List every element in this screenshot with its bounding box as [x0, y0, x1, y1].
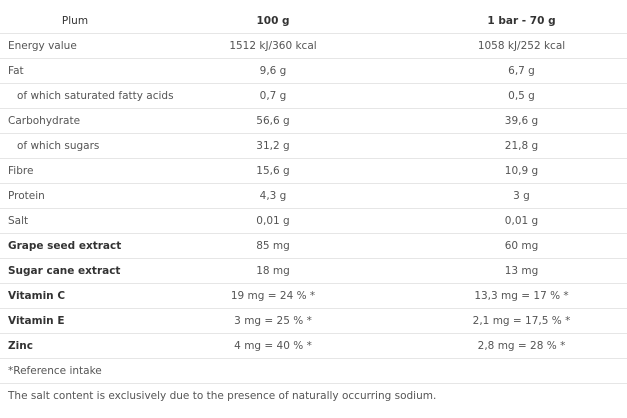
row-label: Vitamin E: [0, 308, 150, 334]
value-per-bar: 2,8 mg = 28 % *: [396, 333, 627, 359]
value-per-bar: 10,9 g: [396, 158, 627, 184]
table-row: Zinc 4 mg = 40 % * 2,8 mg = 28 % *: [0, 333, 627, 359]
value-per-bar: 0,01 g: [396, 208, 627, 234]
row-label: Energy value: [0, 33, 150, 59]
value-per-bar: 13,3 mg = 17 % *: [396, 283, 627, 309]
table-row: of which saturated fatty acids 0,7 g 0,5 g: [0, 83, 627, 109]
value-per-100g: 0,01 g: [150, 208, 396, 234]
column-header-100g: 100 g: [150, 9, 396, 34]
value-per-bar: 3 g: [396, 183, 627, 209]
value-per-100g: 4,3 g: [150, 183, 396, 209]
row-label: Zinc: [0, 333, 150, 359]
table-row: Fat 9,6 g 6,7 g: [0, 58, 627, 84]
nutrition-table: Plum 100 g 1 bar - 70 g Energy value 1512…: [0, 9, 627, 408]
row-label: Fibre: [0, 158, 150, 184]
row-label: of which saturated fatty acids: [0, 83, 174, 109]
value-per-100g: 1512 kJ/360 kcal: [150, 33, 396, 59]
value-per-100g: 18 mg: [150, 258, 396, 284]
row-label: Sugar cane extract: [0, 258, 150, 284]
value-per-bar: 2,1 mg = 17,5 % *: [396, 308, 627, 334]
value-per-bar: 60 mg: [396, 233, 627, 259]
column-header-bar: 1 bar - 70 g: [396, 9, 627, 34]
value-per-bar: 21,8 g: [396, 133, 627, 159]
footnote-row: *Reference intake: [0, 358, 627, 384]
table-row: Carbohydrate 56,6 g 39,6 g: [0, 108, 627, 134]
salt-note-row: The salt content is exclusively due to t…: [0, 384, 627, 409]
salt-note: The salt content is exclusively due to t…: [8, 390, 437, 402]
value-per-100g: 56,6 g: [150, 108, 396, 134]
value-per-100g: 15,6 g: [150, 158, 396, 184]
value-per-bar: 1058 kJ/252 kcal: [396, 33, 627, 59]
value-per-bar: 39,6 g: [396, 108, 627, 134]
value-per-bar: 6,7 g: [396, 58, 627, 84]
value-per-bar: 0,5 g: [396, 83, 627, 109]
row-label: Grape seed extract: [0, 233, 150, 259]
row-label: Vitamin C: [0, 283, 150, 309]
table-row: Grape seed extract 85 mg 60 mg: [0, 233, 627, 259]
value-per-100g: 4 mg = 40 % *: [150, 333, 396, 359]
table-row: Vitamin C 19 mg = 24 % * 13,3 mg = 17 % *: [0, 283, 627, 309]
reference-intake-note: *Reference intake: [0, 358, 627, 384]
row-label: Protein: [0, 183, 150, 209]
value-per-100g: 19 mg = 24 % *: [150, 283, 396, 309]
table-row: Sugar cane extract 18 mg 13 mg: [0, 258, 627, 284]
row-label: Salt: [0, 208, 150, 234]
table-row: of which sugars 31,2 g 21,8 g: [0, 133, 627, 159]
value-per-100g: 9,6 g: [150, 58, 396, 84]
header-row: Plum 100 g 1 bar - 70 g: [0, 9, 627, 34]
table-row: Salt 0,01 g 0,01 g: [0, 208, 627, 234]
table-row: Energy value 1512 kJ/360 kcal 1058 kJ/252 …: [0, 33, 627, 59]
row-label: of which sugars: [0, 133, 150, 159]
row-label: Fat: [0, 58, 150, 84]
product-name: Plum: [0, 9, 150, 34]
value-per-bar: 13 mg: [396, 258, 627, 284]
value-per-100g: 0,7 g: [150, 83, 396, 109]
row-label: Carbohydrate: [0, 108, 150, 134]
value-per-100g: 31,2 g: [150, 133, 396, 159]
table-row: Fibre 15,6 g 10,9 g: [0, 158, 627, 184]
value-per-100g: 85 mg: [150, 233, 396, 259]
value-per-100g: 3 mg = 25 % *: [150, 308, 396, 334]
